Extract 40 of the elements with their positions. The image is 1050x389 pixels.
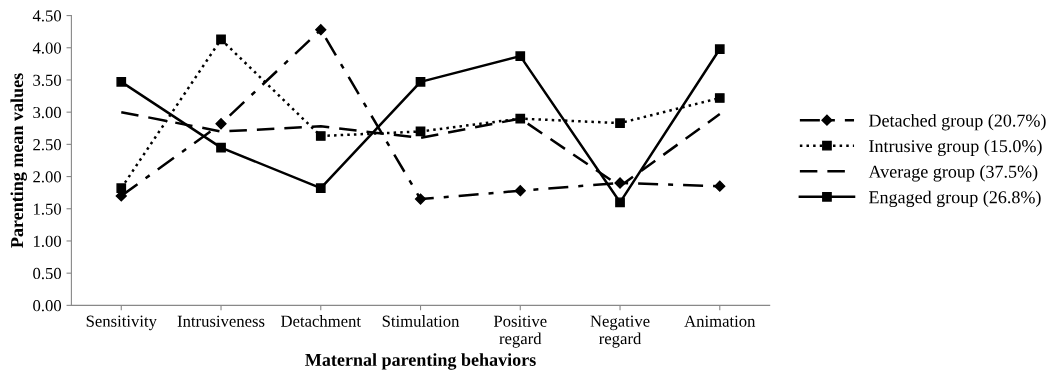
y-tick-label: 2.50	[33, 139, 62, 151]
point	[515, 51, 526, 61]
point	[315, 183, 326, 194]
point	[415, 77, 426, 87]
point	[216, 34, 226, 45]
point	[615, 197, 625, 208]
y-tick-label: 1.50	[33, 203, 62, 215]
point	[514, 185, 526, 197]
y-axis-title: Parenting mean values	[10, 73, 27, 248]
y-tick-label: 1.00	[33, 235, 62, 247]
point	[714, 93, 725, 103]
legend-label: Average group (37.5%)	[868, 165, 1038, 182]
legend-label: Intrusive group (15.0%)	[869, 139, 1042, 156]
point	[714, 44, 725, 54]
x-tick-label: Stimulation	[382, 315, 460, 327]
x-tick-label: Sensitivity	[86, 315, 157, 331]
y-tick-label: 2.00	[33, 171, 62, 183]
y-tick-label: 4.00	[32, 42, 62, 54]
x-tick-label: Positive regard	[493, 315, 547, 348]
point	[315, 24, 327, 36]
x-tick-label: Intrusiveness	[177, 315, 265, 327]
point	[315, 131, 326, 141]
point	[714, 180, 726, 192]
point	[116, 183, 127, 194]
y-tick-label: 0.50	[33, 267, 62, 280]
x-tick-label: Detachment	[280, 315, 361, 327]
point	[116, 77, 127, 87]
legend-label: Detached group (20.7%)	[869, 113, 1046, 131]
x-axis-title: Maternal parenting behaviors	[305, 353, 536, 370]
legend-label: Engaged group (26.8%)	[869, 190, 1041, 208]
y-tick-label: 3.00	[33, 106, 62, 119]
x-tick-label: Negative regard	[590, 315, 650, 348]
point	[216, 142, 226, 153]
y-tick-label: 4.50	[32, 10, 62, 22]
x-tick-label: Animation	[684, 315, 756, 327]
point	[215, 118, 227, 130]
y-tick-label: 3.50	[33, 74, 62, 86]
point	[615, 118, 625, 128]
y-tick-label: 0.00	[33, 300, 62, 312]
point	[414, 193, 427, 205]
